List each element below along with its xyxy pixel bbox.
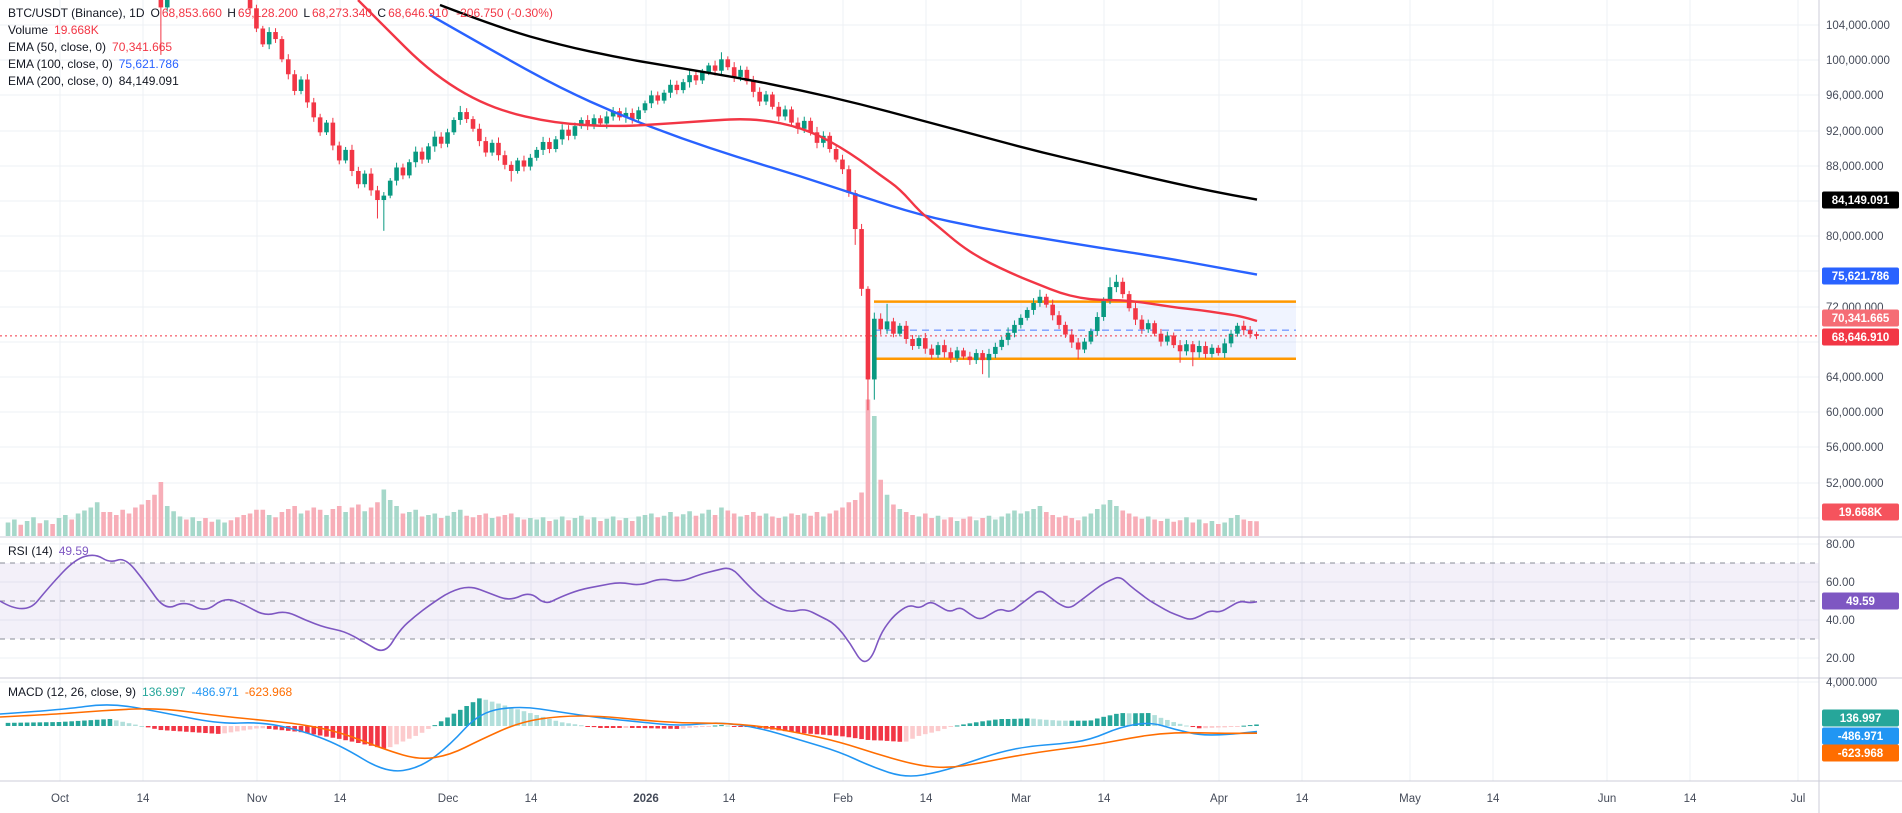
svg-text:60,000.000: 60,000.000	[1826, 407, 1884, 419]
svg-text:49.59: 49.59	[1846, 596, 1875, 608]
svg-text:Apr: Apr	[1210, 793, 1228, 805]
macd-signal-value: -623.968	[244, 685, 293, 699]
svg-text:-486.971: -486.971	[1838, 731, 1884, 743]
ema200-legend-row[interactable]: EMA (200, close, 0) 84,149.091	[8, 73, 553, 90]
ema50-label: EMA (50, close, 0)	[8, 40, 107, 54]
svg-text:May: May	[1399, 793, 1421, 805]
macd-legend[interactable]: MACD (12, 26, close, 9) 136.997 -486.971…	[8, 684, 292, 701]
svg-text:Mar: Mar	[1011, 793, 1031, 805]
low-label: L	[303, 6, 310, 20]
svg-text:19.668K: 19.668K	[1839, 507, 1883, 519]
rsi-legend[interactable]: RSI (14) 49.59	[8, 543, 89, 560]
volume-legend-row[interactable]: Volume 19.668K	[8, 22, 553, 39]
ema50-legend-row[interactable]: EMA (50, close, 0) 70,341.665	[8, 39, 553, 56]
svg-text:64,000.000: 64,000.000	[1826, 372, 1884, 384]
ohlc-values: O 68,853.660 H 69,128.200 L 68,273.340 C 68,…	[150, 5, 450, 22]
svg-text:20.00: 20.00	[1826, 653, 1855, 665]
open-value: 68,853.660	[161, 6, 222, 20]
svg-text:14: 14	[334, 793, 347, 805]
svg-text:14: 14	[1684, 793, 1697, 805]
time-axis[interactable]: Oct 14 Nov 14 Dec 14 2026 14 Feb 14 Mar 14 Apr 14 May 1…	[51, 793, 1805, 805]
volume-bars	[5, 399, 1259, 536]
main-legend: BTC/USDT (Binance), 1D O 68,853.660 H 69,1…	[8, 5, 553, 90]
svg-text:Dec: Dec	[438, 793, 459, 805]
svg-text:40.00: 40.00	[1826, 615, 1855, 627]
svg-text:14: 14	[1296, 793, 1309, 805]
ema200-line[interactable]	[439, 3, 1258, 201]
ema50-line[interactable]	[357, 0, 1258, 323]
ema100-legend-row[interactable]: EMA (100, close, 0) 75,621.786	[8, 56, 553, 73]
ema50-value: 70,341.665	[112, 40, 173, 54]
volume-label: Volume	[8, 23, 49, 37]
rsi-pane	[0, 554, 1819, 663]
svg-text:Jul: Jul	[1791, 793, 1806, 805]
ema100-line[interactable]	[429, 13, 1258, 276]
svg-text:Feb: Feb	[833, 793, 853, 805]
svg-text:92,000.000: 92,000.000	[1826, 126, 1884, 138]
open-label: O	[150, 6, 160, 20]
svg-text:14: 14	[920, 793, 933, 805]
change-value: -206.750 (-0.30%)	[456, 6, 553, 20]
symbol-legend-row[interactable]: BTC/USDT (Binance), 1D O 68,853.660 H 69,1…	[8, 5, 553, 22]
svg-text:4,000.000: 4,000.000	[1826, 677, 1877, 689]
svg-text:Nov: Nov	[247, 793, 268, 805]
svg-text:60.00: 60.00	[1826, 577, 1855, 589]
svg-text:Jun: Jun	[1598, 793, 1617, 805]
macd-histogram	[5, 698, 1259, 749]
svg-text:136.997: 136.997	[1840, 713, 1882, 725]
high-label: H	[227, 6, 236, 20]
ema200-value: 84,149.091	[118, 74, 179, 88]
svg-text:70,341.665: 70,341.665	[1832, 313, 1890, 325]
svg-text:68,646.910: 68,646.910	[1832, 332, 1890, 344]
svg-text:52,000.000: 52,000.000	[1826, 478, 1884, 490]
axis-badges: 84,149.091 75,621.786 70,341.665 68,646.910…	[1822, 191, 1899, 762]
close-value: 68,646.910	[388, 6, 449, 20]
svg-text:Oct: Oct	[51, 793, 70, 805]
svg-text:104,000.000: 104,000.000	[1826, 20, 1890, 32]
svg-text:56,000.000: 56,000.000	[1826, 442, 1884, 454]
rsi-value: 49.59	[58, 544, 89, 558]
svg-text:100,000.000: 100,000.000	[1826, 55, 1890, 67]
ema100-label: EMA (100, close, 0)	[8, 57, 113, 71]
svg-text:84,149.091: 84,149.091	[1832, 195, 1890, 207]
macd-label: MACD (12, 26, close, 9)	[8, 685, 137, 699]
low-value: 68,273.340	[312, 6, 373, 20]
svg-text:88,000.000: 88,000.000	[1826, 161, 1884, 173]
svg-text:80.00: 80.00	[1826, 539, 1855, 551]
svg-text:-623.968: -623.968	[1838, 748, 1884, 760]
macd-hist-value: 136.997	[142, 685, 186, 699]
svg-text:80,000.000: 80,000.000	[1826, 231, 1884, 243]
svg-text:14: 14	[137, 793, 150, 805]
gridlines	[0, 0, 1819, 781]
close-label: C	[377, 6, 387, 20]
symbol-title: BTC/USDT (Binance), 1D	[8, 6, 145, 20]
svg-text:96,000.000: 96,000.000	[1826, 90, 1884, 102]
svg-text:14: 14	[525, 793, 538, 805]
ema200-label: EMA (200, close, 0)	[8, 74, 113, 88]
ema100-value: 75,621.786	[118, 57, 179, 71]
volume-value: 19.668K	[54, 23, 99, 37]
svg-text:14: 14	[1487, 793, 1500, 805]
candles	[158, 0, 1259, 411]
svg-text:2026: 2026	[633, 793, 659, 805]
macd-lines	[0, 704, 1258, 777]
rsi-label: RSI (14)	[8, 544, 53, 558]
svg-text:75,621.786: 75,621.786	[1832, 271, 1890, 283]
macd-line-value: -486.971	[191, 685, 239, 699]
svg-text:14: 14	[723, 793, 736, 805]
svg-text:14: 14	[1098, 793, 1111, 805]
price-axis[interactable]: 104,000.000 100,000.000 96,000.000 92,000.0…	[1826, 20, 1890, 689]
high-value: 69,128.200	[237, 6, 298, 20]
